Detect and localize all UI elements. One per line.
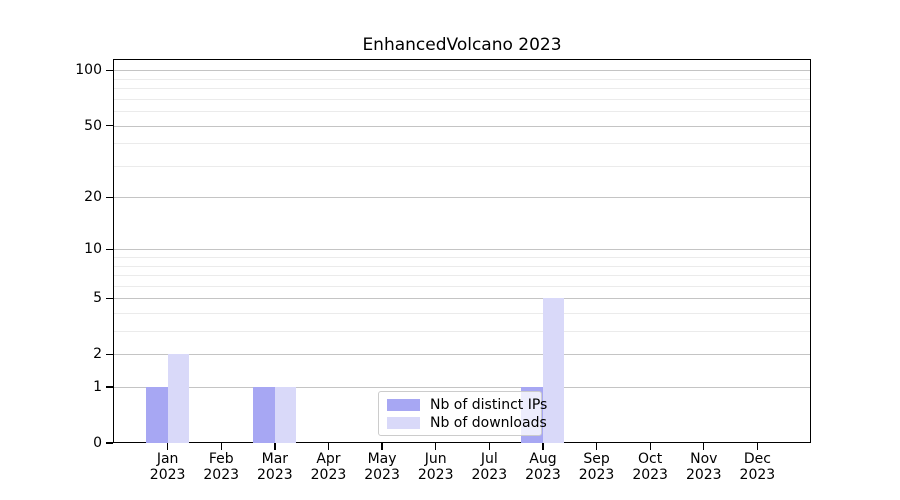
- major-gridline: [114, 354, 810, 356]
- minor-gridline: [114, 313, 810, 315]
- x-tick-mark: [381, 443, 383, 450]
- major-gridline: [114, 298, 810, 300]
- minor-gridline: [114, 78, 810, 80]
- bars-layer: [114, 60, 810, 443]
- minor-gridline: [114, 265, 810, 267]
- x-tick-mark: [220, 443, 222, 450]
- minor-gridline: [114, 111, 810, 113]
- y-tick-label: 1: [93, 379, 102, 396]
- x-tick-label: Feb 2023: [203, 451, 240, 483]
- x-tick-mark: [595, 443, 598, 450]
- chart-title: EnhancedVolcano 2023: [362, 35, 562, 55]
- major-gridline: [114, 125, 810, 127]
- grid-layer: [114, 60, 810, 442]
- y-tick-label: 0: [93, 435, 102, 451]
- minor-gridline: [114, 98, 810, 100]
- major-gridline: [114, 249, 810, 251]
- major-gridline: [114, 197, 810, 199]
- y-tick-label: 50: [84, 117, 102, 134]
- y-tick-label: 20: [84, 189, 102, 206]
- minor-gridline: [114, 88, 810, 90]
- y-tick-label: 5: [93, 290, 102, 307]
- plot-area: Nb of distinct IPs Nb of downloads: [113, 59, 811, 443]
- x-tick-label: Jan 2023: [149, 451, 186, 483]
- x-tick-label: Nov 2023: [685, 451, 722, 483]
- bar-nb-of-downloads-aug: [542, 298, 565, 443]
- x-tick-mark: [274, 443, 276, 450]
- legend-swatch-downloads: [387, 417, 420, 429]
- y-tick-mark: [106, 69, 113, 72]
- x-tick-mark: [167, 443, 169, 450]
- x-tick-mark: [703, 443, 705, 450]
- y-tick-label: 100: [75, 62, 102, 79]
- y-tick-label: 10: [84, 241, 102, 258]
- x-tick-label: Apr 2023: [310, 451, 347, 483]
- x-tick-mark: [756, 443, 759, 450]
- bar-nb-of-distinct-ips-mar: [253, 387, 275, 443]
- y-tick-label: 2: [93, 346, 102, 363]
- x-tick-mark: [435, 443, 437, 450]
- legend-label-downloads: Nb of downloads: [430, 415, 547, 431]
- y-tick-mark: [106, 442, 113, 444]
- bar-nb-of-downloads-mar: [274, 387, 297, 443]
- legend: Nb of distinct IPs Nb of downloads: [378, 391, 547, 436]
- minor-gridline: [114, 257, 810, 259]
- x-tick-mark: [649, 443, 651, 450]
- y-tick-mark: [106, 125, 113, 127]
- minor-gridline: [114, 165, 810, 167]
- x-tick-mark: [488, 443, 490, 450]
- y-tick-mark: [106, 248, 113, 251]
- minor-gridline: [114, 331, 810, 333]
- minor-gridline: [114, 285, 810, 287]
- y-tick-mark: [106, 386, 113, 388]
- x-tick-label: Sep 2023: [578, 451, 615, 483]
- bar-nb-of-downloads-jan: [167, 354, 190, 443]
- x-tick-mark: [327, 443, 330, 450]
- x-tick-mark: [542, 443, 544, 450]
- major-gridline: [114, 387, 810, 389]
- y-tick-mark: [106, 297, 113, 300]
- bar-nb-of-distinct-ips-jan: [146, 387, 168, 443]
- legend-label-distinct-ips: Nb of distinct IPs: [430, 397, 548, 413]
- x-tick-label: Aug 2023: [525, 451, 561, 483]
- minor-gridline: [114, 275, 810, 277]
- y-tick-mark: [106, 196, 113, 198]
- x-tick-label: Jul 2023: [471, 451, 508, 483]
- legend-item-downloads: Nb of downloads: [387, 414, 547, 432]
- x-tick-label: Jun 2023: [417, 451, 454, 483]
- y-tick-mark: [106, 353, 113, 356]
- legend-item-distinct-ips: Nb of distinct IPs: [387, 396, 547, 414]
- major-gridline: [114, 70, 810, 72]
- legend-swatch-distinct-ips: [387, 399, 420, 411]
- x-tick-label: Oct 2023: [632, 451, 668, 483]
- x-tick-label: May 2023: [364, 451, 400, 483]
- minor-gridline: [114, 143, 810, 145]
- x-tick-label: Dec 2023: [739, 451, 776, 483]
- x-tick-label: Mar 2023: [257, 451, 293, 483]
